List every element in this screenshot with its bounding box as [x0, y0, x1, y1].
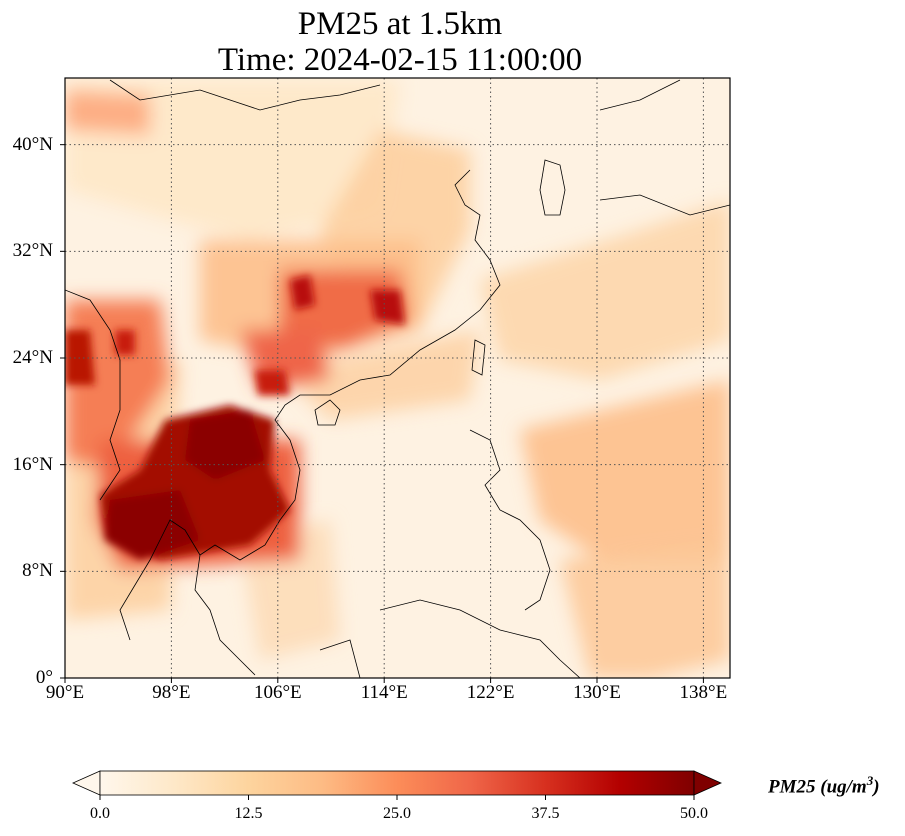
plot-title-line2: Time: 2024-02-15 11:00:00	[217, 42, 583, 78]
colorbar-gradient	[99, 770, 695, 796]
lon-tick-label: 122°E	[466, 682, 515, 703]
colorbar-ticks	[99, 795, 695, 800]
lat-tick-label: 40°N	[12, 133, 53, 155]
colorbar-label-close: )	[873, 776, 880, 798]
lon-tick-label: 138°E	[679, 682, 728, 703]
colorbar-label: PM25 (ug/m3)	[768, 773, 880, 798]
colorbar-tick-label: 0.0	[90, 805, 110, 822]
colorbar-tick-label: 50.0	[680, 805, 708, 822]
lat-tick-label: 0°	[35, 667, 53, 688]
colorbar-tick-label: 25.0	[383, 805, 411, 822]
lat-tick-label: 32°N	[12, 240, 53, 262]
plot-title-line1: PM25 at 1.5km	[297, 6, 503, 42]
colorbar-label-text: PM25 (ug/m	[768, 776, 867, 798]
lon-tick-label: 114°E	[360, 682, 408, 703]
lon-tick-label: 98°E	[152, 682, 191, 703]
coastlines	[65, 79, 730, 678]
axis-ticks	[60, 144, 704, 683]
colorbar-tick-label: 37.5	[531, 805, 560, 822]
map-frame	[64, 77, 731, 679]
lat-tick-label: 16°N	[12, 453, 53, 475]
pm25-map	[60, 77, 731, 683]
lat-tick-label: 8°N	[22, 560, 53, 582]
pm25-field	[65, 80, 730, 678]
colorbar-extend-max	[693, 770, 722, 796]
colorbar-extend-min	[72, 770, 101, 796]
lon-tick-label: 130°E	[573, 682, 621, 703]
lon-tick-label: 106°E	[253, 682, 302, 703]
colorbar-tick-label: 12.5	[234, 805, 263, 822]
colorbar-label-sup: 3	[866, 773, 874, 788]
lat-tick-label: 24°N	[12, 347, 53, 368]
lon-tick-label: 90°E	[45, 682, 85, 703]
